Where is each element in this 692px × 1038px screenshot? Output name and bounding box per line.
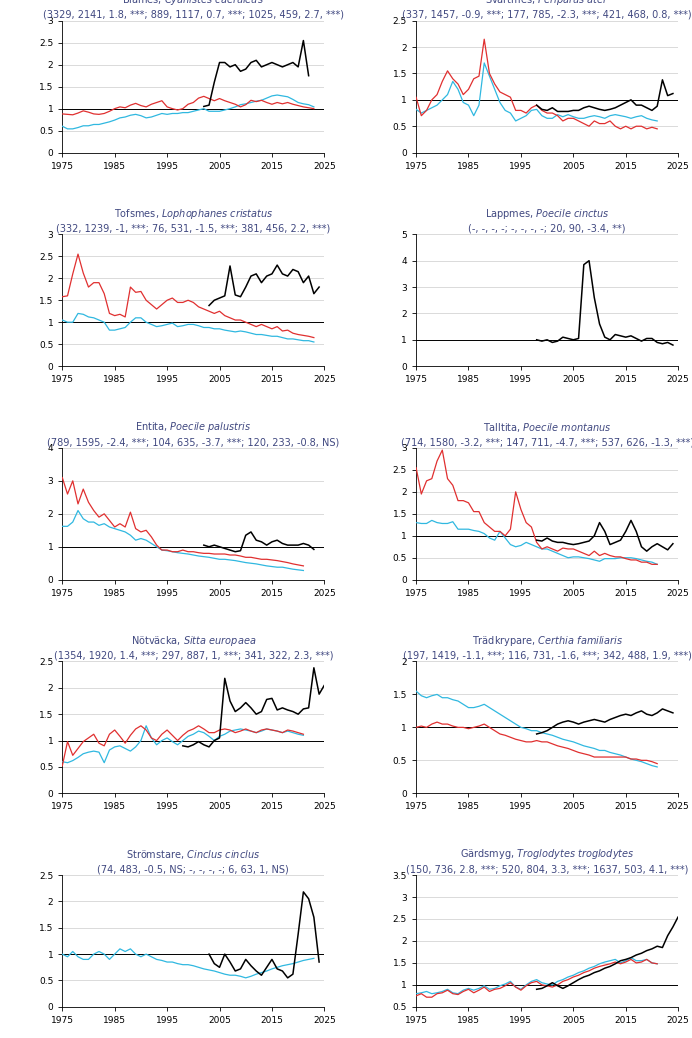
Title: Entita, $\it{Poecile\ palustris}$
(789, 1595, -2.4, ***; 104, 635, -3.7, ***; 12: Entita, $\it{Poecile\ palustris}$ (789, …: [47, 420, 340, 447]
Title: Lappmes, $\it{Poecile\ cinctus}$
(-, -, -, -; -, -, -, -; 20, 90, -3.4, **): Lappmes, $\it{Poecile\ cinctus}$ (-, -, …: [468, 207, 626, 234]
Title: Svartmes, $\it{Periparus\ ater}$
(337, 1457, -0.9, ***; 177, 785, -2.3, ***; 421: Svartmes, $\it{Periparus\ ater}$ (337, 1…: [402, 0, 692, 20]
Title: Trädkrypare, $\it{Certhia\ familiaris}$
(197, 1419, -1.1, ***; 116, 731, -1.6, *: Trädkrypare, $\it{Certhia\ familiaris}$ …: [403, 634, 691, 660]
Title: Tofsmes, $\it{Lophophanes\ cristatus}$
(332, 1239, -1, ***; 76, 531, -1.5, ***; : Tofsmes, $\it{Lophophanes\ cristatus}$ (…: [56, 207, 331, 234]
Title: Strömstare, $\it{Cinclus\ cinclus}$
(74, 483, -0.5, NS; -, -, -, -; 6, 63, 1, NS: Strömstare, $\it{Cinclus\ cinclus}$ (74,…: [98, 848, 289, 874]
Title: Gärdsmyg, $\it{Troglodytes\ troglodytes}$
(150, 736, 2.8, ***; 520, 804, 3.3, **: Gärdsmyg, $\it{Troglodytes\ troglodytes}…: [406, 847, 689, 874]
Title: Talltita, $\it{Poecile\ montanus}$
(714, 1580, -3.2, ***; 147, 711, -4.7, ***; 5: Talltita, $\it{Poecile\ montanus}$ (714,…: [401, 421, 692, 447]
Title: Nötväcka, $\it{Sitta\ europaea}$
(1354, 1920, 1.4, ***; 297, 887, 1, ***; 341, 3: Nötväcka, $\it{Sitta\ europaea}$ (1354, …: [53, 634, 333, 660]
Title: Blåmes, $\it{Cyanistes\ caeruleus}$
(3329, 2141, 1.8, ***; 889, 1117, 0.7, ***; : Blåmes, $\it{Cyanistes\ caeruleus}$ (332…: [43, 0, 344, 20]
